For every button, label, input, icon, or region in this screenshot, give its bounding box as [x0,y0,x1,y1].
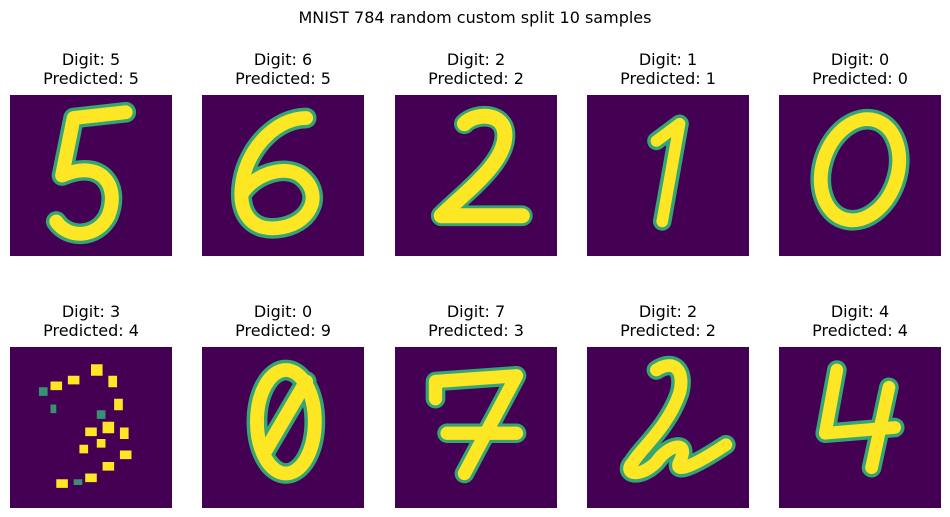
digit-image [10,95,172,256]
sample-panel-7: Digit: 0 Predicted: 9 [202,302,364,508]
predicted-label: Predicted: 5 [43,69,139,88]
sample-panel-4: Digit: 1 Predicted: 1 [587,50,749,256]
digit-label: Digit: 3 [61,302,121,321]
digit-label: Digit: 5 [61,50,121,69]
predicted-label: Predicted: 4 [812,321,908,340]
predicted-label: Predicted: 9 [235,321,331,340]
digit-label: Digit: 4 [830,302,890,321]
sample-panel-1: Digit: 5 Predicted: 5 [10,50,172,256]
digit-image [779,347,941,508]
predicted-label: Predicted: 2 [428,69,524,88]
digit-label: Digit: 1 [638,50,698,69]
predicted-label: Predicted: 2 [620,321,716,340]
digit-image [587,347,749,508]
predicted-label: Predicted: 4 [43,321,139,340]
predicted-label: Predicted: 3 [428,321,524,340]
digit-label: Digit: 2 [638,302,698,321]
digit-label: Digit: 6 [253,50,313,69]
digit-label: Digit: 0 [830,50,890,69]
digit-image [202,347,364,508]
digit-image [587,95,749,256]
figure-title: MNIST 784 random custom split 10 samples [298,8,652,27]
predicted-label: Predicted: 5 [235,69,331,88]
predicted-label: Predicted: 1 [620,69,716,88]
digit-image [395,95,557,256]
predicted-label: Predicted: 0 [812,69,908,88]
digit-label: Digit: 0 [253,302,313,321]
sample-panel-10: Digit: 4 Predicted: 4 [779,302,941,508]
digit-image [779,95,941,256]
digit-image [202,95,364,256]
sample-panel-3: Digit: 2 Predicted: 2 [395,50,557,256]
sample-panel-5: Digit: 0 Predicted: 0 [779,50,941,256]
digit-label: Digit: 7 [446,302,506,321]
sample-panel-2: Digit: 6 Predicted: 5 [202,50,364,256]
sample-panel-9: Digit: 2 Predicted: 2 [587,302,749,508]
digit-label: Digit: 2 [446,50,506,69]
sample-panel-6: Digit: 3 Predicted: 4 [10,302,172,508]
sample-panel-8: Digit: 7 Predicted: 3 [395,302,557,508]
digit-image [10,347,172,508]
digit-image [395,347,557,508]
